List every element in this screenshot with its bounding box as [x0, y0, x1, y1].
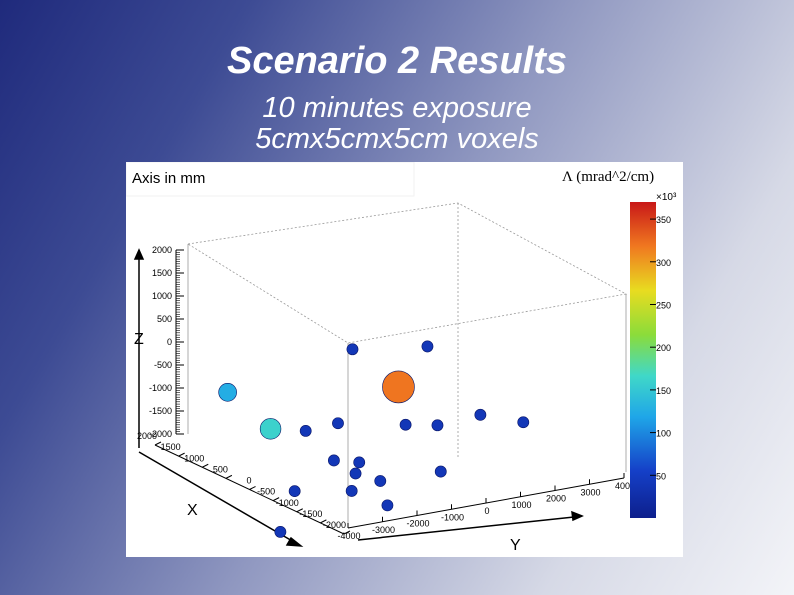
- voxel-point: [299, 424, 312, 437]
- voxel-point: [399, 418, 412, 431]
- z-tick-label: -500: [154, 360, 172, 370]
- z-tick-label: -1500: [149, 406, 172, 416]
- x-tick: [202, 463, 209, 468]
- colorbar-tick-label: 350: [656, 215, 671, 225]
- voxel-points: [218, 340, 530, 538]
- slide-subtitle-exposure: 10 minutes exposure: [262, 92, 532, 124]
- voxel-point: [474, 408, 487, 421]
- colorbar-multiplier: ×10³: [656, 192, 677, 203]
- voxel-point: [434, 465, 447, 478]
- x-tick: [154, 441, 162, 446]
- voxel-point: [421, 340, 434, 353]
- colorbar-tick-label: 300: [656, 258, 671, 268]
- colorbar-tick-label: 250: [656, 300, 671, 310]
- lambda-3d-scatter-plot: Axis in mm Λ (mrad^2/cm) 200015001000500…: [126, 162, 683, 557]
- x-tick-label: -1000: [276, 498, 299, 508]
- voxel-point: [381, 499, 394, 512]
- colorbar-tick-label: 50: [656, 471, 666, 481]
- slide-title: Scenario 2 Results: [226, 40, 568, 82]
- colorbar-ticks: 50 100 150 200 250 300 350: [650, 215, 671, 481]
- colorbar-label: Λ (mrad^2/cm): [562, 169, 654, 185]
- voxel-point: [332, 417, 344, 430]
- voxel-point: [345, 485, 358, 497]
- x-tick-label: 1000: [184, 453, 204, 463]
- z-tick-label: -2000: [149, 429, 172, 439]
- voxel-point: [374, 475, 387, 487]
- voxel-point: [274, 525, 287, 538]
- voxel-point: [353, 456, 366, 469]
- voxel-point: [288, 485, 301, 498]
- y-tick-label: -4000: [337, 531, 360, 541]
- x-tick-label: -2000: [323, 520, 346, 530]
- y-tick-label: 4000: [615, 481, 635, 491]
- colorbar-tick-label: 200: [656, 343, 671, 353]
- z-tick-label: -1000: [149, 383, 172, 393]
- x-tick: [272, 497, 280, 502]
- z-tick-label: 500: [157, 314, 172, 324]
- y-tick-label: 3000: [580, 487, 600, 497]
- voxel-point: [517, 416, 530, 429]
- y-axis: -4000 -3000 -2000 -1000 0 1000 2000 3000 4000: [337, 473, 635, 541]
- x-tick: [343, 530, 351, 535]
- title-box: [126, 162, 415, 197]
- y-axis-label: Y: [510, 537, 521, 554]
- x-tick-label: 0: [246, 476, 251, 486]
- y-tick-label: -2000: [406, 519, 429, 529]
- voxel-point: [259, 418, 282, 440]
- colorbar-tick-label: 150: [656, 386, 671, 396]
- plot-title: Axis in mm: [132, 170, 205, 187]
- y-tick-label: 0: [484, 506, 489, 516]
- voxel-point: [349, 467, 362, 480]
- z-tick-label: 2000: [152, 245, 172, 255]
- y-tick-label: -1000: [441, 512, 464, 522]
- x-direction-arrow: [138, 451, 304, 547]
- x-tick-label: -1500: [299, 509, 322, 519]
- x-tick: [296, 508, 303, 513]
- voxel-point: [382, 370, 415, 404]
- x-tick-label: -500: [257, 487, 275, 497]
- z-tick-label: 0: [167, 337, 172, 347]
- x-tick-label: 1500: [161, 442, 181, 452]
- x-tick-label: 2000: [137, 431, 157, 441]
- x-tick: [249, 486, 256, 490]
- z-axis: 2000 1500 1000 500 0 -500 -1000 -1500 -2000: [149, 245, 184, 439]
- voxel-point: [431, 419, 444, 432]
- y-tick-label: -3000: [372, 525, 395, 535]
- y-tick-label: 2000: [546, 494, 566, 504]
- x-tick: [320, 519, 327, 524]
- x-tick: [178, 452, 185, 457]
- colorbar: [630, 202, 656, 518]
- plot-background: [126, 162, 683, 557]
- voxel-point: [218, 382, 237, 402]
- slide-subtitle-voxels: 5cmx5cmx5cm voxels: [255, 123, 539, 155]
- y-tick-label: 1000: [511, 500, 531, 510]
- x-tick: [225, 474, 233, 479]
- y-direction-arrow: [357, 510, 584, 541]
- z-tick-label: 1000: [152, 291, 172, 301]
- x-tick-label: 500: [213, 464, 228, 474]
- z-direction-arrow: [133, 248, 145, 448]
- z-tick-label: 1500: [152, 268, 172, 278]
- voxel-point: [346, 343, 359, 356]
- voxel-point: [327, 454, 340, 467]
- colorbar-tick-label: 100: [656, 429, 671, 439]
- x-axis-label: X: [187, 502, 198, 519]
